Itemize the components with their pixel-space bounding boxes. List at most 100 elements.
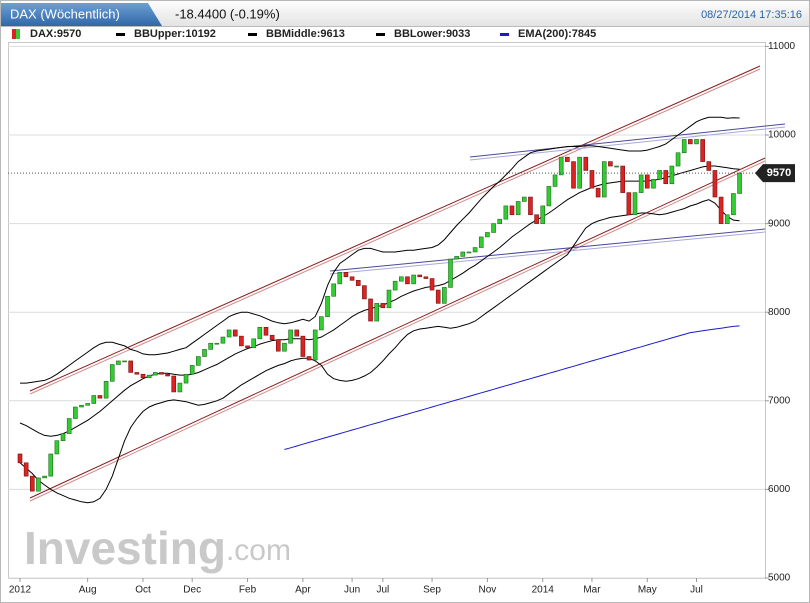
- candle: [208, 342, 213, 350]
- indicator-line: [284, 325, 740, 450]
- candle: [245, 345, 250, 348]
- candle: [737, 172, 742, 194]
- candle: [134, 372, 140, 375]
- candle: [521, 196, 527, 202]
- candle: [712, 170, 718, 198]
- candle: [122, 360, 127, 363]
- x-tick-label: Dec: [183, 585, 201, 596]
- candle: [675, 152, 681, 167]
- candle: [718, 196, 724, 224]
- candle: [663, 170, 669, 185]
- candle: [355, 280, 361, 286]
- candle: [706, 161, 712, 171]
- candle: [478, 236, 484, 248]
- candle: [239, 335, 244, 347]
- candle: [632, 192, 638, 216]
- candle: [429, 278, 435, 291]
- candle: [171, 375, 177, 393]
- candle: [546, 186, 552, 207]
- trend-lines: [29, 65, 786, 502]
- candle: [343, 272, 349, 278]
- legend-swatch: [376, 33, 385, 36]
- chart-title: DAX (Wöchentlich): [10, 6, 120, 21]
- candle: [423, 276, 429, 279]
- watermark-domain: .com: [226, 534, 291, 567]
- legend-label: BBLower:9033: [394, 28, 470, 40]
- candle: [386, 289, 392, 309]
- indicator-line: [19, 199, 740, 504]
- y-tick-label: 11000: [768, 41, 796, 52]
- candle: [657, 170, 662, 180]
- candle: [466, 251, 472, 254]
- change: -18.4400 (-0.19%): [175, 6, 280, 21]
- candle: [159, 372, 164, 375]
- channel-lower: [29, 157, 766, 499]
- candle: [128, 360, 133, 373]
- candle: [589, 170, 595, 189]
- candle: [60, 433, 66, 441]
- candle: [269, 334, 275, 340]
- x-tick-label: 2014: [532, 585, 555, 596]
- candle: [183, 373, 189, 384]
- x-tick-label: 2012: [9, 585, 32, 596]
- candle: [103, 381, 109, 399]
- candle: [472, 247, 478, 253]
- candle: [214, 342, 220, 345]
- candle: [331, 283, 336, 297]
- candle: [601, 161, 607, 198]
- candle: [454, 256, 459, 260]
- candle: [700, 139, 705, 162]
- candle: [565, 156, 570, 162]
- resistance-line-shadow: [469, 126, 786, 161]
- candle: [140, 373, 146, 379]
- x-tick-label: Nov: [479, 585, 497, 596]
- candle: [288, 329, 293, 344]
- candle: [571, 161, 576, 189]
- candle: [626, 192, 632, 216]
- candle: [146, 374, 152, 379]
- candle: [337, 272, 343, 285]
- candle: [48, 453, 54, 477]
- candle: [398, 276, 404, 282]
- candle: [294, 329, 300, 337]
- candle: [251, 338, 256, 348]
- candle: [608, 161, 613, 167]
- candle: [282, 342, 287, 352]
- candle: [417, 274, 423, 278]
- candle: [491, 223, 496, 233]
- candle: [540, 205, 546, 224]
- legend-swatch: [16, 29, 20, 39]
- candle: [558, 156, 564, 176]
- x-tick-label: Aug: [79, 585, 97, 596]
- watermark-word: Investing: [24, 522, 226, 574]
- channel-lower-shadow: [29, 160, 766, 502]
- timestamp: 08/27/2014 17:35:16: [701, 9, 802, 21]
- candle: [349, 276, 355, 281]
- candle: [202, 349, 207, 357]
- candle: [97, 395, 103, 399]
- candle: [724, 214, 730, 224]
- candle: [509, 205, 515, 216]
- candle: [552, 174, 558, 187]
- candle: [116, 360, 121, 365]
- candle: [189, 365, 195, 375]
- title-tab[interactable]: [1, 3, 162, 26]
- candle: [503, 205, 509, 220]
- candle: [644, 174, 650, 189]
- indicator-line: [19, 165, 740, 437]
- candle: [232, 329, 238, 337]
- candle: [534, 214, 539, 224]
- candle: [411, 274, 416, 285]
- support-line: [329, 228, 766, 272]
- candle: [153, 372, 158, 376]
- legend-label: BBUpper:10192: [134, 28, 216, 40]
- support-line-shadow: [329, 231, 766, 275]
- legend-swatch: [500, 33, 509, 36]
- candle: [638, 174, 644, 193]
- candle: [85, 403, 90, 406]
- resistance-line: [469, 123, 786, 158]
- legend-label: BBMiddle:9613: [266, 28, 345, 40]
- candle: [485, 232, 490, 238]
- candle: [226, 329, 232, 338]
